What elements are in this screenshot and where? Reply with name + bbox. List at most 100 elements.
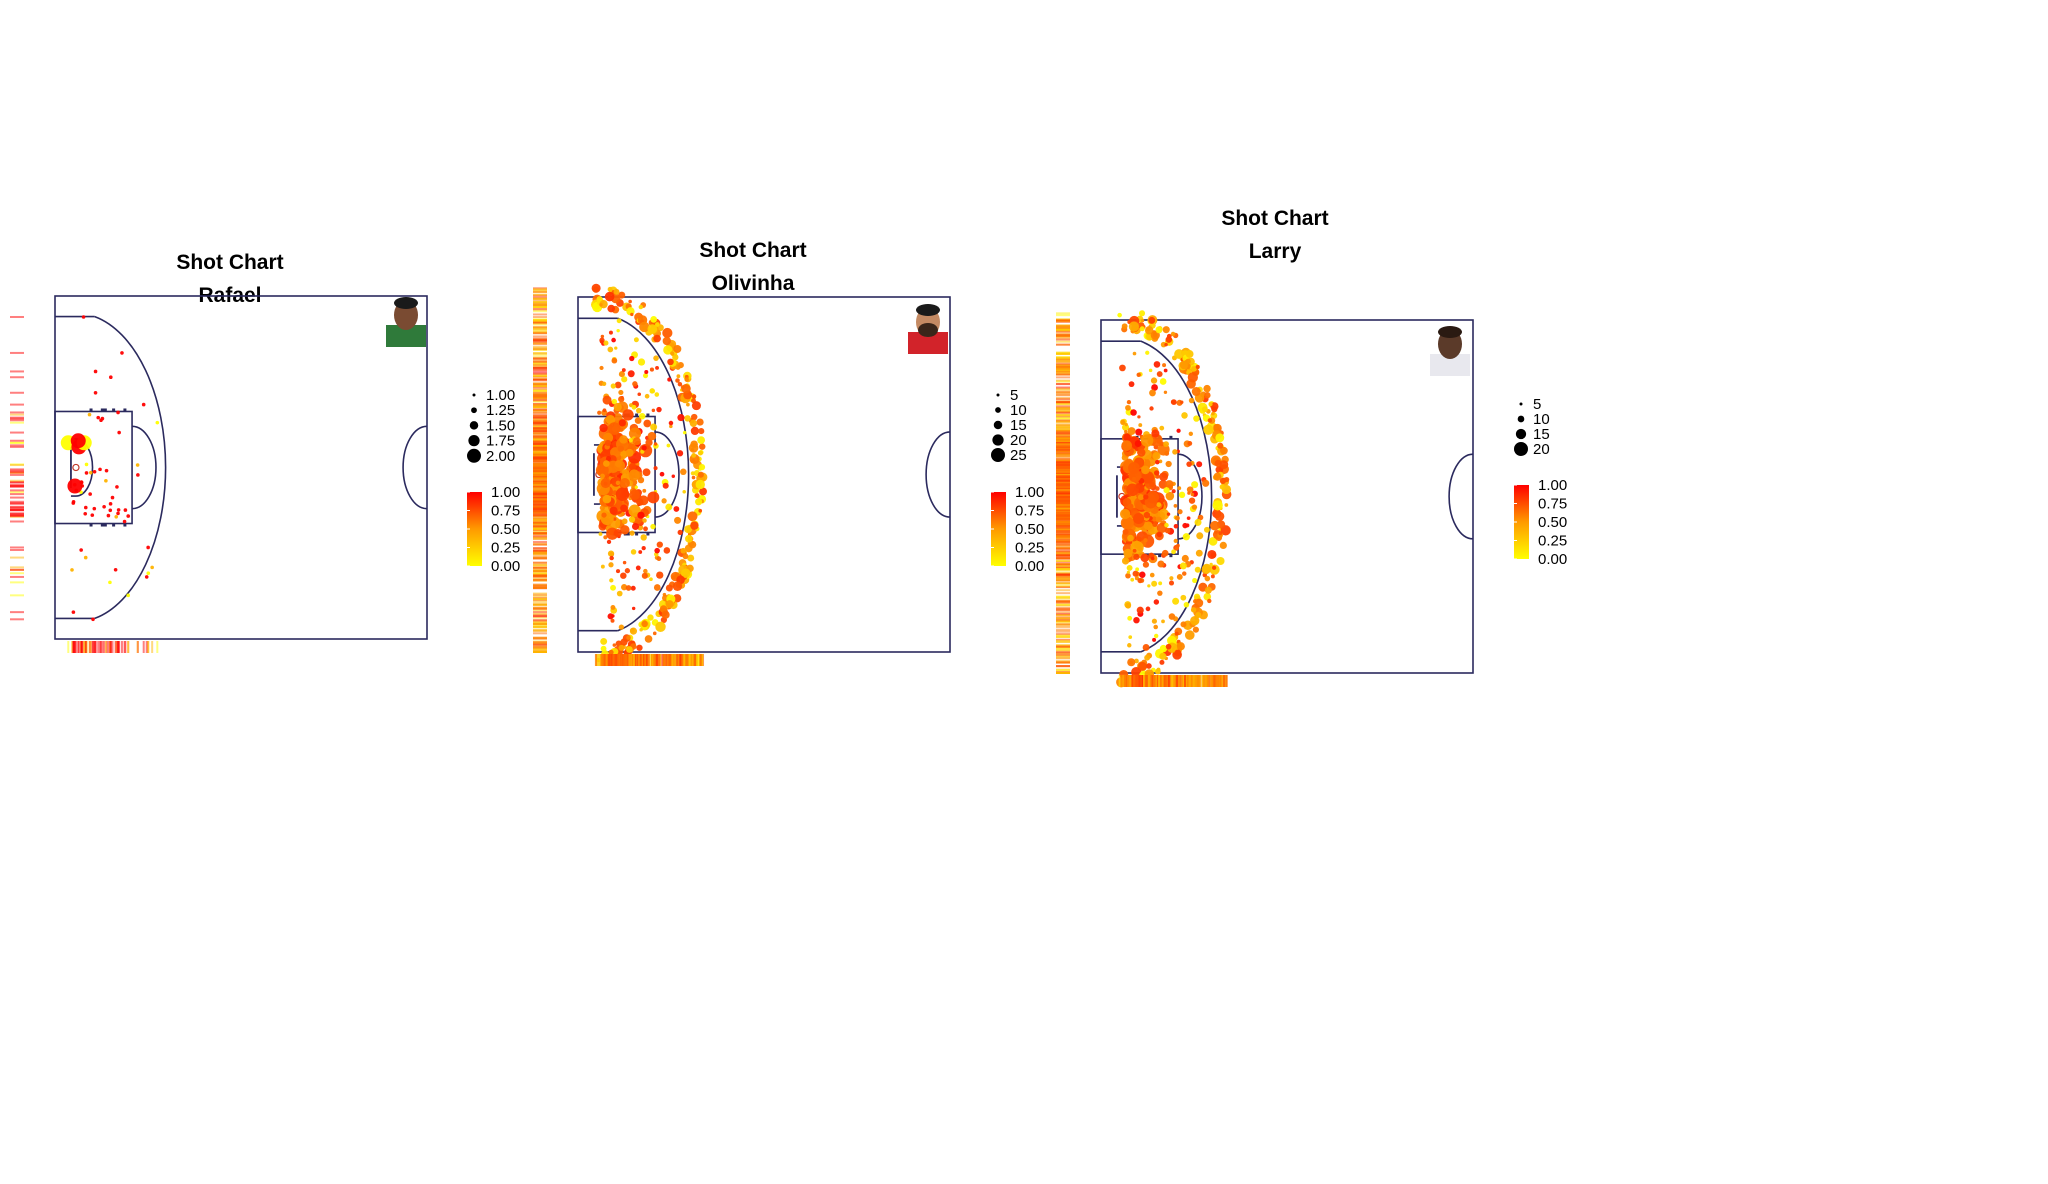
shot-point xyxy=(1151,429,1160,438)
shot-point xyxy=(1153,361,1161,368)
y-rug-tick xyxy=(10,611,24,614)
shot-point xyxy=(146,571,151,576)
shot-point xyxy=(667,358,674,366)
x-rug-tick xyxy=(107,641,110,653)
shot-point xyxy=(608,330,613,335)
shot-point xyxy=(1152,637,1157,642)
y-rug-tick xyxy=(1056,432,1070,435)
shot-point xyxy=(682,430,687,435)
shot-point xyxy=(637,358,646,366)
shot-point xyxy=(662,336,671,346)
shot-point xyxy=(1123,433,1131,442)
shot-point xyxy=(604,291,615,302)
shot-point xyxy=(651,389,655,394)
x-rug-tick xyxy=(120,641,123,653)
x-rug-tick xyxy=(1145,675,1148,687)
shot-point xyxy=(628,462,637,471)
y-rug-tick xyxy=(1056,575,1070,578)
shot-point xyxy=(1127,427,1136,436)
shot-point xyxy=(681,383,691,394)
shot-point xyxy=(1148,368,1153,373)
shot-point xyxy=(1127,658,1136,667)
shot-point xyxy=(1145,350,1150,355)
y-rug-tick xyxy=(1056,471,1070,474)
shot-point xyxy=(691,394,697,399)
y-rug-tick xyxy=(1056,626,1070,629)
shot-point xyxy=(1219,541,1227,550)
x-rug-tick xyxy=(145,641,148,653)
y-rug-tick xyxy=(1056,408,1070,411)
x-rug-tick xyxy=(1201,675,1204,687)
shot-point xyxy=(1174,631,1179,636)
shot-point xyxy=(621,584,628,591)
jersey xyxy=(386,325,426,347)
y-rug-tick xyxy=(1056,611,1070,614)
shot-point xyxy=(1174,349,1184,359)
shot-point xyxy=(641,545,646,551)
shot-point xyxy=(638,304,644,310)
shot-point xyxy=(1176,573,1183,580)
shot-point xyxy=(108,580,112,585)
shot-point xyxy=(1156,371,1163,377)
shot-point xyxy=(695,479,705,490)
shot-point xyxy=(1152,451,1161,461)
y-rug-tick xyxy=(1056,340,1070,343)
shot-point xyxy=(672,581,683,591)
y-rug-tick xyxy=(10,419,24,422)
shot-point xyxy=(1194,518,1202,526)
shot-point xyxy=(104,468,109,473)
y-rug-tick xyxy=(10,468,24,471)
shot-point xyxy=(98,467,102,472)
shot-point xyxy=(690,426,700,436)
shot-point xyxy=(1180,594,1187,601)
shot-point xyxy=(699,487,707,496)
shot-point xyxy=(1138,310,1146,317)
shot-point xyxy=(93,369,98,374)
y-rug-tick xyxy=(1056,522,1070,525)
x-rug-tick xyxy=(156,641,159,653)
size-legend-dot xyxy=(1515,428,1527,440)
y-rug-tick xyxy=(10,370,24,373)
y-rug-tick xyxy=(1056,373,1070,376)
x-rug-tick xyxy=(1124,675,1127,687)
shot-point xyxy=(1171,489,1176,494)
x-rug-tick xyxy=(71,641,74,653)
shot-point xyxy=(625,448,634,457)
shot-point xyxy=(1177,486,1182,491)
shot-point xyxy=(637,511,645,519)
shot-point xyxy=(1176,428,1181,433)
shot-point xyxy=(632,437,641,446)
shot-point xyxy=(672,354,679,361)
shot-point xyxy=(639,628,643,632)
shot-point xyxy=(1211,565,1217,570)
y-rug-tick xyxy=(1056,582,1070,585)
y-rug-tick xyxy=(1056,669,1070,672)
shot-point xyxy=(1126,565,1133,571)
shot-point xyxy=(1169,576,1174,581)
shot-point xyxy=(610,605,616,610)
y-rug-tick xyxy=(1056,546,1070,549)
shot-point xyxy=(1121,323,1128,330)
shot-point xyxy=(1188,497,1196,504)
shot-point xyxy=(115,485,119,489)
lane-mark xyxy=(646,532,650,536)
shot-point xyxy=(71,610,76,614)
shot-point xyxy=(609,578,614,583)
shot-point xyxy=(1143,521,1153,531)
shot-point xyxy=(1192,599,1198,604)
shot-point xyxy=(1117,312,1122,318)
shot-point xyxy=(1128,381,1135,388)
shot-point xyxy=(1133,553,1140,560)
shot-point xyxy=(1136,606,1144,614)
shot-point xyxy=(650,523,656,530)
shot-point xyxy=(1154,668,1161,675)
shot-point xyxy=(688,540,697,549)
shot-point xyxy=(1219,460,1229,469)
shot-point xyxy=(684,415,691,422)
x-rug-tick xyxy=(81,641,84,653)
shot-point xyxy=(656,406,662,413)
shot-point xyxy=(655,621,666,633)
shot-point xyxy=(600,637,608,645)
shot-point xyxy=(83,511,88,516)
